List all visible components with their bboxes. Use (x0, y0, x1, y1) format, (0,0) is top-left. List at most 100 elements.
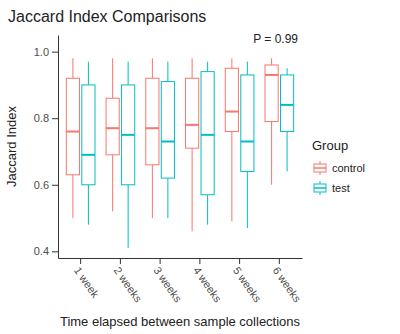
box (82, 62, 95, 225)
whisker-lower (231, 132, 232, 222)
box (225, 58, 238, 221)
y-tick-label: 0.6 (34, 179, 49, 191)
box-body (186, 78, 199, 148)
whisker-upper (112, 58, 113, 98)
whisker-lower (152, 165, 153, 218)
box-median (281, 104, 294, 106)
x-axis-title: Time elapsed between sample collections (60, 314, 301, 329)
box (146, 58, 159, 218)
whisker-upper (287, 68, 288, 75)
x-tick-mark (199, 258, 200, 264)
box-median (146, 127, 159, 129)
box-median (82, 154, 95, 156)
whisker-lower (128, 185, 129, 248)
box-body (146, 78, 159, 165)
whisker-lower (167, 178, 168, 218)
x-tick: 6 weeks (271, 258, 304, 305)
y-tick-label: 1.0 (34, 46, 49, 58)
y-tick-mark (52, 52, 58, 53)
x-tick-mark (120, 258, 121, 264)
legend-key-median (314, 187, 326, 189)
legend: Group control test (312, 138, 365, 195)
box-series (82, 62, 294, 248)
whisker-lower (88, 185, 89, 225)
box-body (161, 82, 174, 179)
box (122, 62, 135, 248)
box-body (66, 78, 79, 175)
x-axis: 1 week 2 weeks3 weeks4 weeks5 weeks6 week… (59, 258, 304, 305)
x-tick-mark (279, 258, 280, 264)
legend-key (314, 184, 326, 192)
whisker-upper (207, 62, 208, 72)
chart: Jaccard Index Comparisons 0.4 0.6 0.8 1.0 1 w… (0, 0, 400, 334)
y-tick-mark (52, 118, 58, 119)
box-series (66, 58, 278, 231)
whisker-upper (231, 58, 232, 68)
box-median (241, 141, 254, 143)
box (161, 62, 174, 218)
legend-entry: control (314, 161, 365, 175)
x-tick-label: 6 weeks (271, 264, 304, 304)
x-axis-line (59, 258, 303, 259)
box-body (241, 75, 254, 172)
x-tick: 2 weeks (112, 258, 145, 305)
box-median (122, 134, 135, 136)
box (186, 58, 199, 231)
box (241, 62, 254, 228)
box (106, 58, 119, 211)
x-tick-label: 2 weeks (112, 264, 145, 304)
box-body (122, 85, 135, 185)
whisker-upper (72, 58, 73, 78)
y-tick-label: 0.4 (34, 245, 49, 257)
y-tick: 0.6 (34, 179, 58, 191)
box-median (186, 124, 199, 126)
box-body (82, 85, 95, 185)
title: Jaccard Index Comparisons (8, 8, 206, 25)
y-axis: 0.4 0.6 0.8 1.0 (34, 36, 59, 259)
box (201, 62, 214, 225)
x-tick: 5 weeks (231, 258, 264, 305)
box (265, 58, 278, 184)
legend-label: test (332, 182, 350, 194)
x-tick-label: 3 weeks (151, 264, 184, 304)
whisker-lower (271, 122, 272, 185)
annotation: P = 0.99 (253, 32, 298, 46)
y-tick: 0.8 (34, 112, 58, 124)
whisker-upper (128, 62, 129, 85)
box (66, 58, 79, 218)
legend-key (314, 164, 326, 172)
x-tick-label: 1 week (72, 264, 102, 300)
whisker-lower (72, 175, 73, 218)
x-tick-mark (239, 258, 240, 264)
y-axis-line (58, 36, 59, 259)
y-tick-mark (52, 185, 58, 186)
x-tick-mark (80, 258, 81, 264)
box-median (265, 74, 278, 76)
box-body (201, 72, 214, 195)
legend-key-median (314, 167, 326, 169)
whisker-lower (112, 155, 113, 212)
whisker-lower (192, 148, 193, 231)
y-tick: 0.4 (34, 245, 58, 257)
whisker-upper (192, 58, 193, 78)
whisker-upper (88, 62, 89, 85)
whisker-upper (271, 58, 272, 65)
y-tick: 1.0 (34, 46, 58, 58)
y-tick-mark (52, 251, 58, 252)
box-body (281, 75, 294, 132)
box-body (106, 98, 119, 155)
x-tick-label: 4 weeks (191, 264, 224, 304)
box-median (66, 131, 79, 133)
x-tick: 4 weeks (191, 258, 224, 305)
whisker-lower (247, 171, 248, 228)
legend-label: control (332, 162, 365, 174)
legend-entry: test (314, 181, 350, 195)
y-tick-label: 0.8 (34, 112, 49, 124)
x-tick: 1 week (72, 258, 102, 300)
whisker-upper (167, 62, 168, 82)
box-median (161, 141, 174, 143)
x-tick-label: 5 weeks (231, 264, 264, 304)
box-body (225, 68, 238, 131)
box-body (265, 65, 278, 122)
legend-title: Group (312, 138, 348, 153)
